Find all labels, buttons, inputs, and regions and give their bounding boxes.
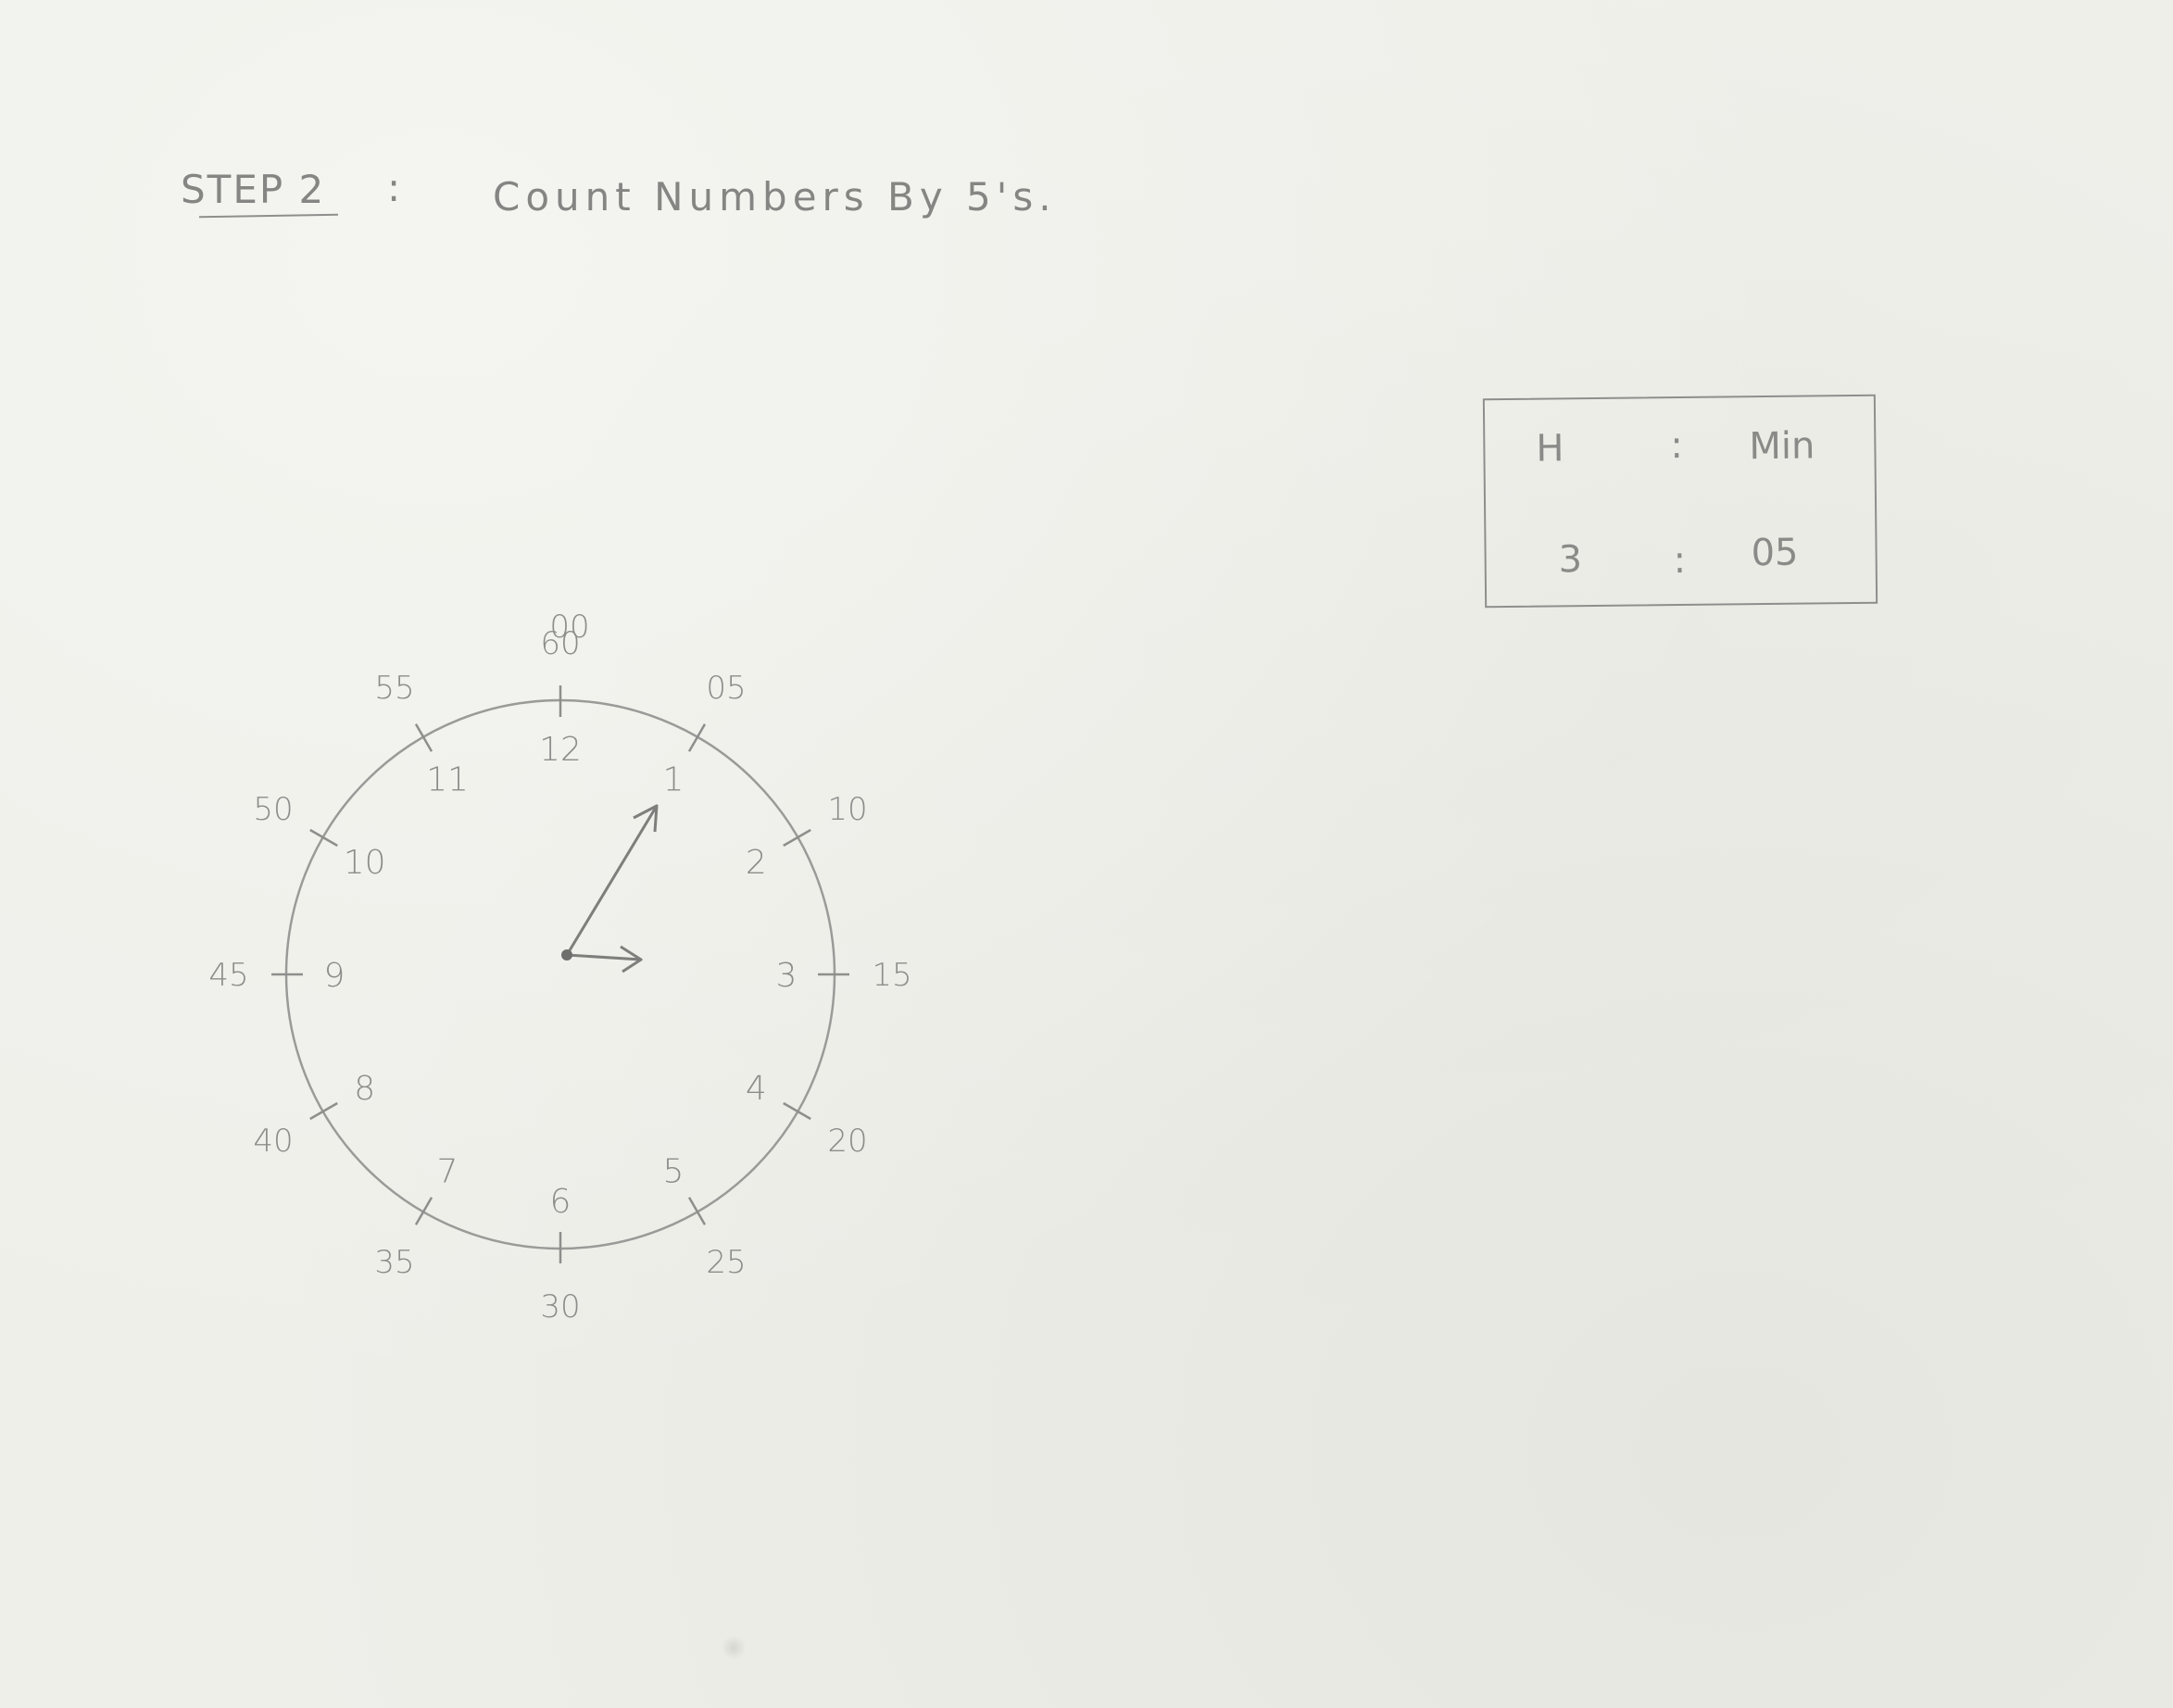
clock-minute-label: 15 xyxy=(872,957,911,994)
clock-hour-number: 11 xyxy=(426,761,469,799)
clock-hour-number: 2 xyxy=(746,844,767,882)
hour-header: H xyxy=(1536,427,1564,471)
hour-hand xyxy=(565,804,659,957)
clock-tick xyxy=(687,723,707,752)
step-instruction: Count Numbers By 5's. xyxy=(493,174,1057,220)
clock-hour-number: 5 xyxy=(663,1152,685,1190)
minute-hand xyxy=(565,953,643,961)
value-separator: : xyxy=(1673,538,1687,583)
clock-hour-number: 7 xyxy=(437,1152,458,1190)
clock-ticks xyxy=(271,685,849,1263)
clock-tick xyxy=(687,1197,707,1225)
clock-tick xyxy=(309,1101,338,1121)
clock-tick xyxy=(783,1101,811,1121)
time-answer-box: H : Min 3 : 05 xyxy=(1482,394,1878,609)
hour-hand-arrowhead xyxy=(633,804,659,833)
clock-minute-label: 60 xyxy=(540,625,580,662)
minute-value: 05 xyxy=(1751,531,1799,575)
hour-value: 3 xyxy=(1558,538,1583,582)
clock-hour-number: 6 xyxy=(550,1183,572,1221)
clock-center xyxy=(561,949,572,961)
clock-minute-label: 55 xyxy=(374,670,414,707)
clock-hour-number: 10 xyxy=(344,844,386,882)
step-colon: : xyxy=(387,165,403,210)
clock-minute-label: 45 xyxy=(208,957,248,994)
clock-minute-label: 05 xyxy=(706,670,746,707)
top-label-extra: 00 xyxy=(549,609,589,646)
clock-minute-label: 50 xyxy=(253,791,293,828)
clock-hour-number: 9 xyxy=(324,957,345,995)
clock-tick xyxy=(783,828,811,848)
clock-hour-number: 4 xyxy=(746,1070,767,1108)
clock-tick xyxy=(414,1197,433,1225)
clock-hour-number: 3 xyxy=(776,957,798,995)
minute-header: Min xyxy=(1749,424,1815,469)
step-label: STEP 2 xyxy=(181,167,326,212)
clock-minute-label: 10 xyxy=(827,791,867,828)
clock-hour-number: 1 xyxy=(663,761,685,799)
clock-hands xyxy=(561,804,659,973)
clock-face xyxy=(284,698,836,1250)
clock-minute-label: 35 xyxy=(374,1244,414,1281)
minute-hand-arrowhead xyxy=(620,945,643,973)
header-separator: : xyxy=(1670,423,1684,468)
clock-tick xyxy=(414,723,433,752)
clock-tick xyxy=(309,828,338,848)
clock-hour-number: 12 xyxy=(539,731,582,769)
clock-minute-label: 20 xyxy=(827,1123,867,1160)
clock-minute-label: 30 xyxy=(540,1288,580,1325)
clock-hour-number: 8 xyxy=(354,1070,375,1108)
clock-minute-label: 25 xyxy=(706,1244,746,1281)
clock-minute-label: 40 xyxy=(253,1123,293,1160)
paper-smudge xyxy=(721,1636,747,1660)
